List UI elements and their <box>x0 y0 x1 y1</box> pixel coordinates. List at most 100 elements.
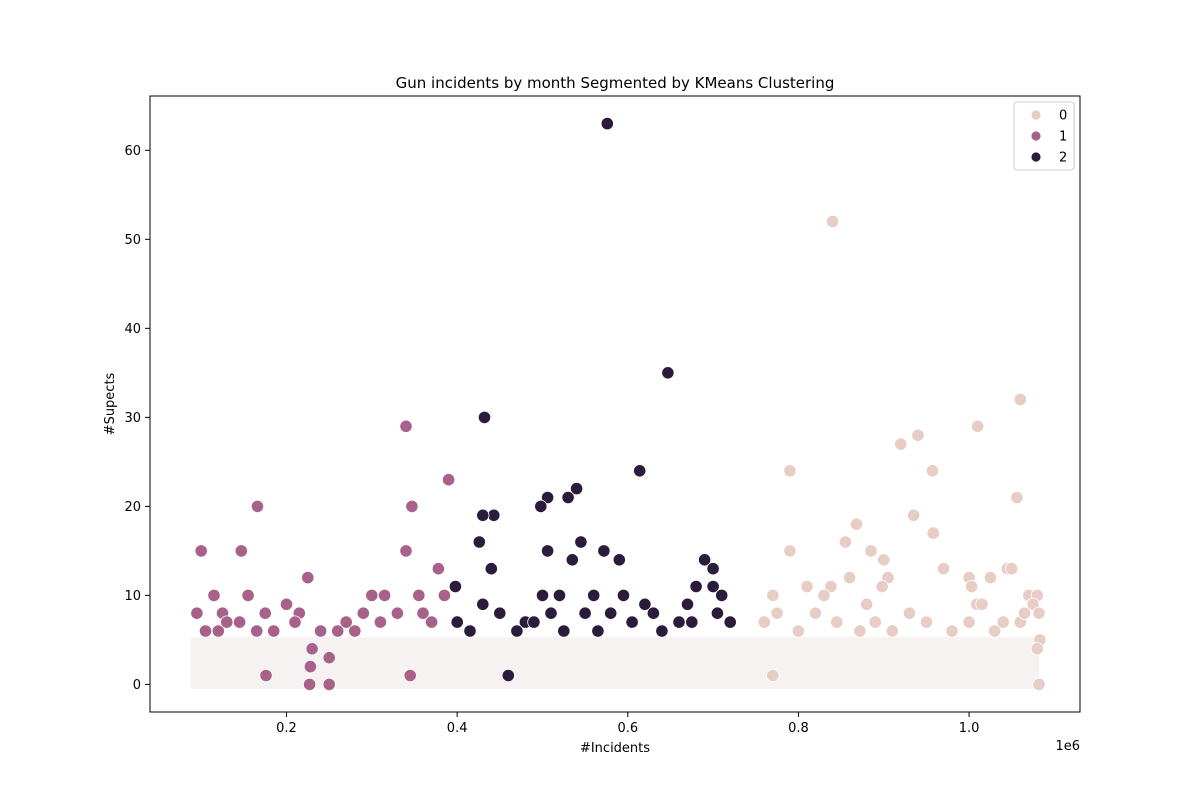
data-point-cluster-2 <box>540 490 555 505</box>
data-point-cluster-2 <box>450 615 464 629</box>
data-point-cluster-0 <box>877 553 891 567</box>
data-point-cluster-1 <box>405 499 419 513</box>
data-point-cluster-2 <box>501 668 515 683</box>
data-point-cluster-1 <box>390 606 404 620</box>
data-point-cluster-2 <box>587 588 601 603</box>
data-point-cluster-2 <box>710 606 725 620</box>
data-point-cluster-1 <box>331 624 345 638</box>
data-point-cluster-2 <box>715 588 729 603</box>
data-point-cluster-0 <box>911 428 925 442</box>
x-tick-label: 0.2 <box>276 721 297 736</box>
y-axis-label: #Supects <box>103 372 118 435</box>
dense-band-layer <box>190 637 1040 689</box>
legend-label-2: 2 <box>1059 151 1067 166</box>
data-point-cluster-1 <box>194 544 208 558</box>
data-point-cluster-0 <box>1030 642 1044 656</box>
data-point-cluster-2 <box>706 562 720 576</box>
data-point-cluster-1 <box>233 615 247 629</box>
data-point-cluster-0 <box>791 624 806 638</box>
data-point-cluster-1 <box>399 419 413 433</box>
y-tick-label: 30 <box>124 411 141 426</box>
data-point-cluster-1 <box>399 544 413 558</box>
data-point-cluster-0 <box>1032 606 1046 620</box>
dense-point-band <box>397 637 731 689</box>
data-point-cluster-2 <box>561 490 575 505</box>
data-point-cluster-0 <box>868 615 882 629</box>
y-tick-label: 0 <box>133 678 141 693</box>
data-point-cluster-2 <box>476 508 490 522</box>
data-point-cluster-0 <box>783 464 797 478</box>
data-point-cluster-2 <box>706 579 720 594</box>
data-point-cluster-0 <box>906 508 921 522</box>
data-point-cluster-2 <box>448 579 462 594</box>
data-point-cluster-0 <box>757 615 771 629</box>
data-point-cluster-1 <box>431 562 445 576</box>
data-point-cluster-2 <box>680 597 695 611</box>
data-point-cluster-2 <box>493 606 507 620</box>
data-point-cluster-2 <box>527 615 541 629</box>
x-tick-label: 0.8 <box>788 721 809 736</box>
data-point-cluster-1 <box>288 615 302 629</box>
data-point-cluster-0 <box>988 624 1002 638</box>
data-point-cluster-0 <box>919 615 934 629</box>
x-tick-label: 1.0 <box>959 721 980 736</box>
y-axis: 0 10 20 30 40 50 60 <box>124 144 150 693</box>
legend-label-0: 0 <box>1059 109 1067 124</box>
data-point-cluster-2 <box>591 624 605 638</box>
data-point-cluster-1 <box>302 677 317 692</box>
data-point-cluster-2 <box>578 606 592 620</box>
data-point-cluster-1 <box>322 677 336 692</box>
y-tick-label: 50 <box>124 233 141 248</box>
data-point-cluster-1 <box>377 588 392 603</box>
data-point-cluster-2 <box>510 624 524 638</box>
data-point-cluster-2 <box>685 615 699 629</box>
data-point-cluster-2 <box>569 481 584 496</box>
data-point-cluster-2 <box>540 544 555 558</box>
data-point-cluster-0 <box>770 606 784 620</box>
data-point-cluster-2 <box>544 606 558 620</box>
legend-box <box>1013 101 1075 171</box>
data-point-cluster-1 <box>258 606 272 620</box>
data-point-cluster-1 <box>305 642 319 656</box>
data-point-cluster-1 <box>322 651 336 665</box>
data-point-cluster-2 <box>487 508 501 522</box>
legend-marker-1 <box>1030 130 1042 142</box>
data-point-cluster-0 <box>766 588 780 603</box>
data-point-cluster-0 <box>996 615 1010 629</box>
data-point-cluster-2 <box>552 588 567 603</box>
data-point-cluster-0 <box>875 579 889 594</box>
data-point-cluster-0 <box>1010 490 1024 505</box>
data-point-cluster-1 <box>220 615 234 629</box>
data-point-cluster-0 <box>853 624 867 638</box>
data-point-cluster-1 <box>267 624 281 638</box>
data-point-cluster-2 <box>557 624 571 638</box>
data-point-cluster-2 <box>604 606 618 620</box>
data-point-cluster-0 <box>945 624 959 638</box>
data-point-cluster-0 <box>838 535 853 549</box>
data-point-cluster-1 <box>190 606 204 620</box>
data-point-cluster-0 <box>894 437 908 451</box>
data-point-cluster-1 <box>365 588 379 603</box>
data-point-cluster-0 <box>860 597 874 611</box>
data-point-cluster-0 <box>817 588 831 603</box>
data-point-cluster-0 <box>830 615 844 629</box>
data-point-cluster-0 <box>864 544 878 558</box>
plot-frame <box>149 95 1081 713</box>
data-point-cluster-1 <box>441 473 456 487</box>
data-point-cluster-0 <box>1032 677 1046 692</box>
data-point-cluster-2 <box>689 579 703 594</box>
data-point-cluster-1 <box>211 624 225 638</box>
data-point-cluster-2 <box>535 588 550 603</box>
data-point-cluster-0 <box>885 624 899 638</box>
data-point-cluster-2 <box>612 553 626 567</box>
data-point-cluster-1 <box>207 588 221 603</box>
data-point-cluster-2 <box>600 117 614 131</box>
data-point-cluster-2 <box>646 606 661 620</box>
y-tick-label: 40 <box>124 322 141 337</box>
dense-point-band <box>730 637 1040 689</box>
x-axis: 0.2 0.4 0.6 0.8 1.0 <box>276 712 979 736</box>
data-point-cluster-0 <box>849 517 864 531</box>
data-point-cluster-1 <box>348 624 362 638</box>
data-point-cluster-0 <box>926 526 940 540</box>
